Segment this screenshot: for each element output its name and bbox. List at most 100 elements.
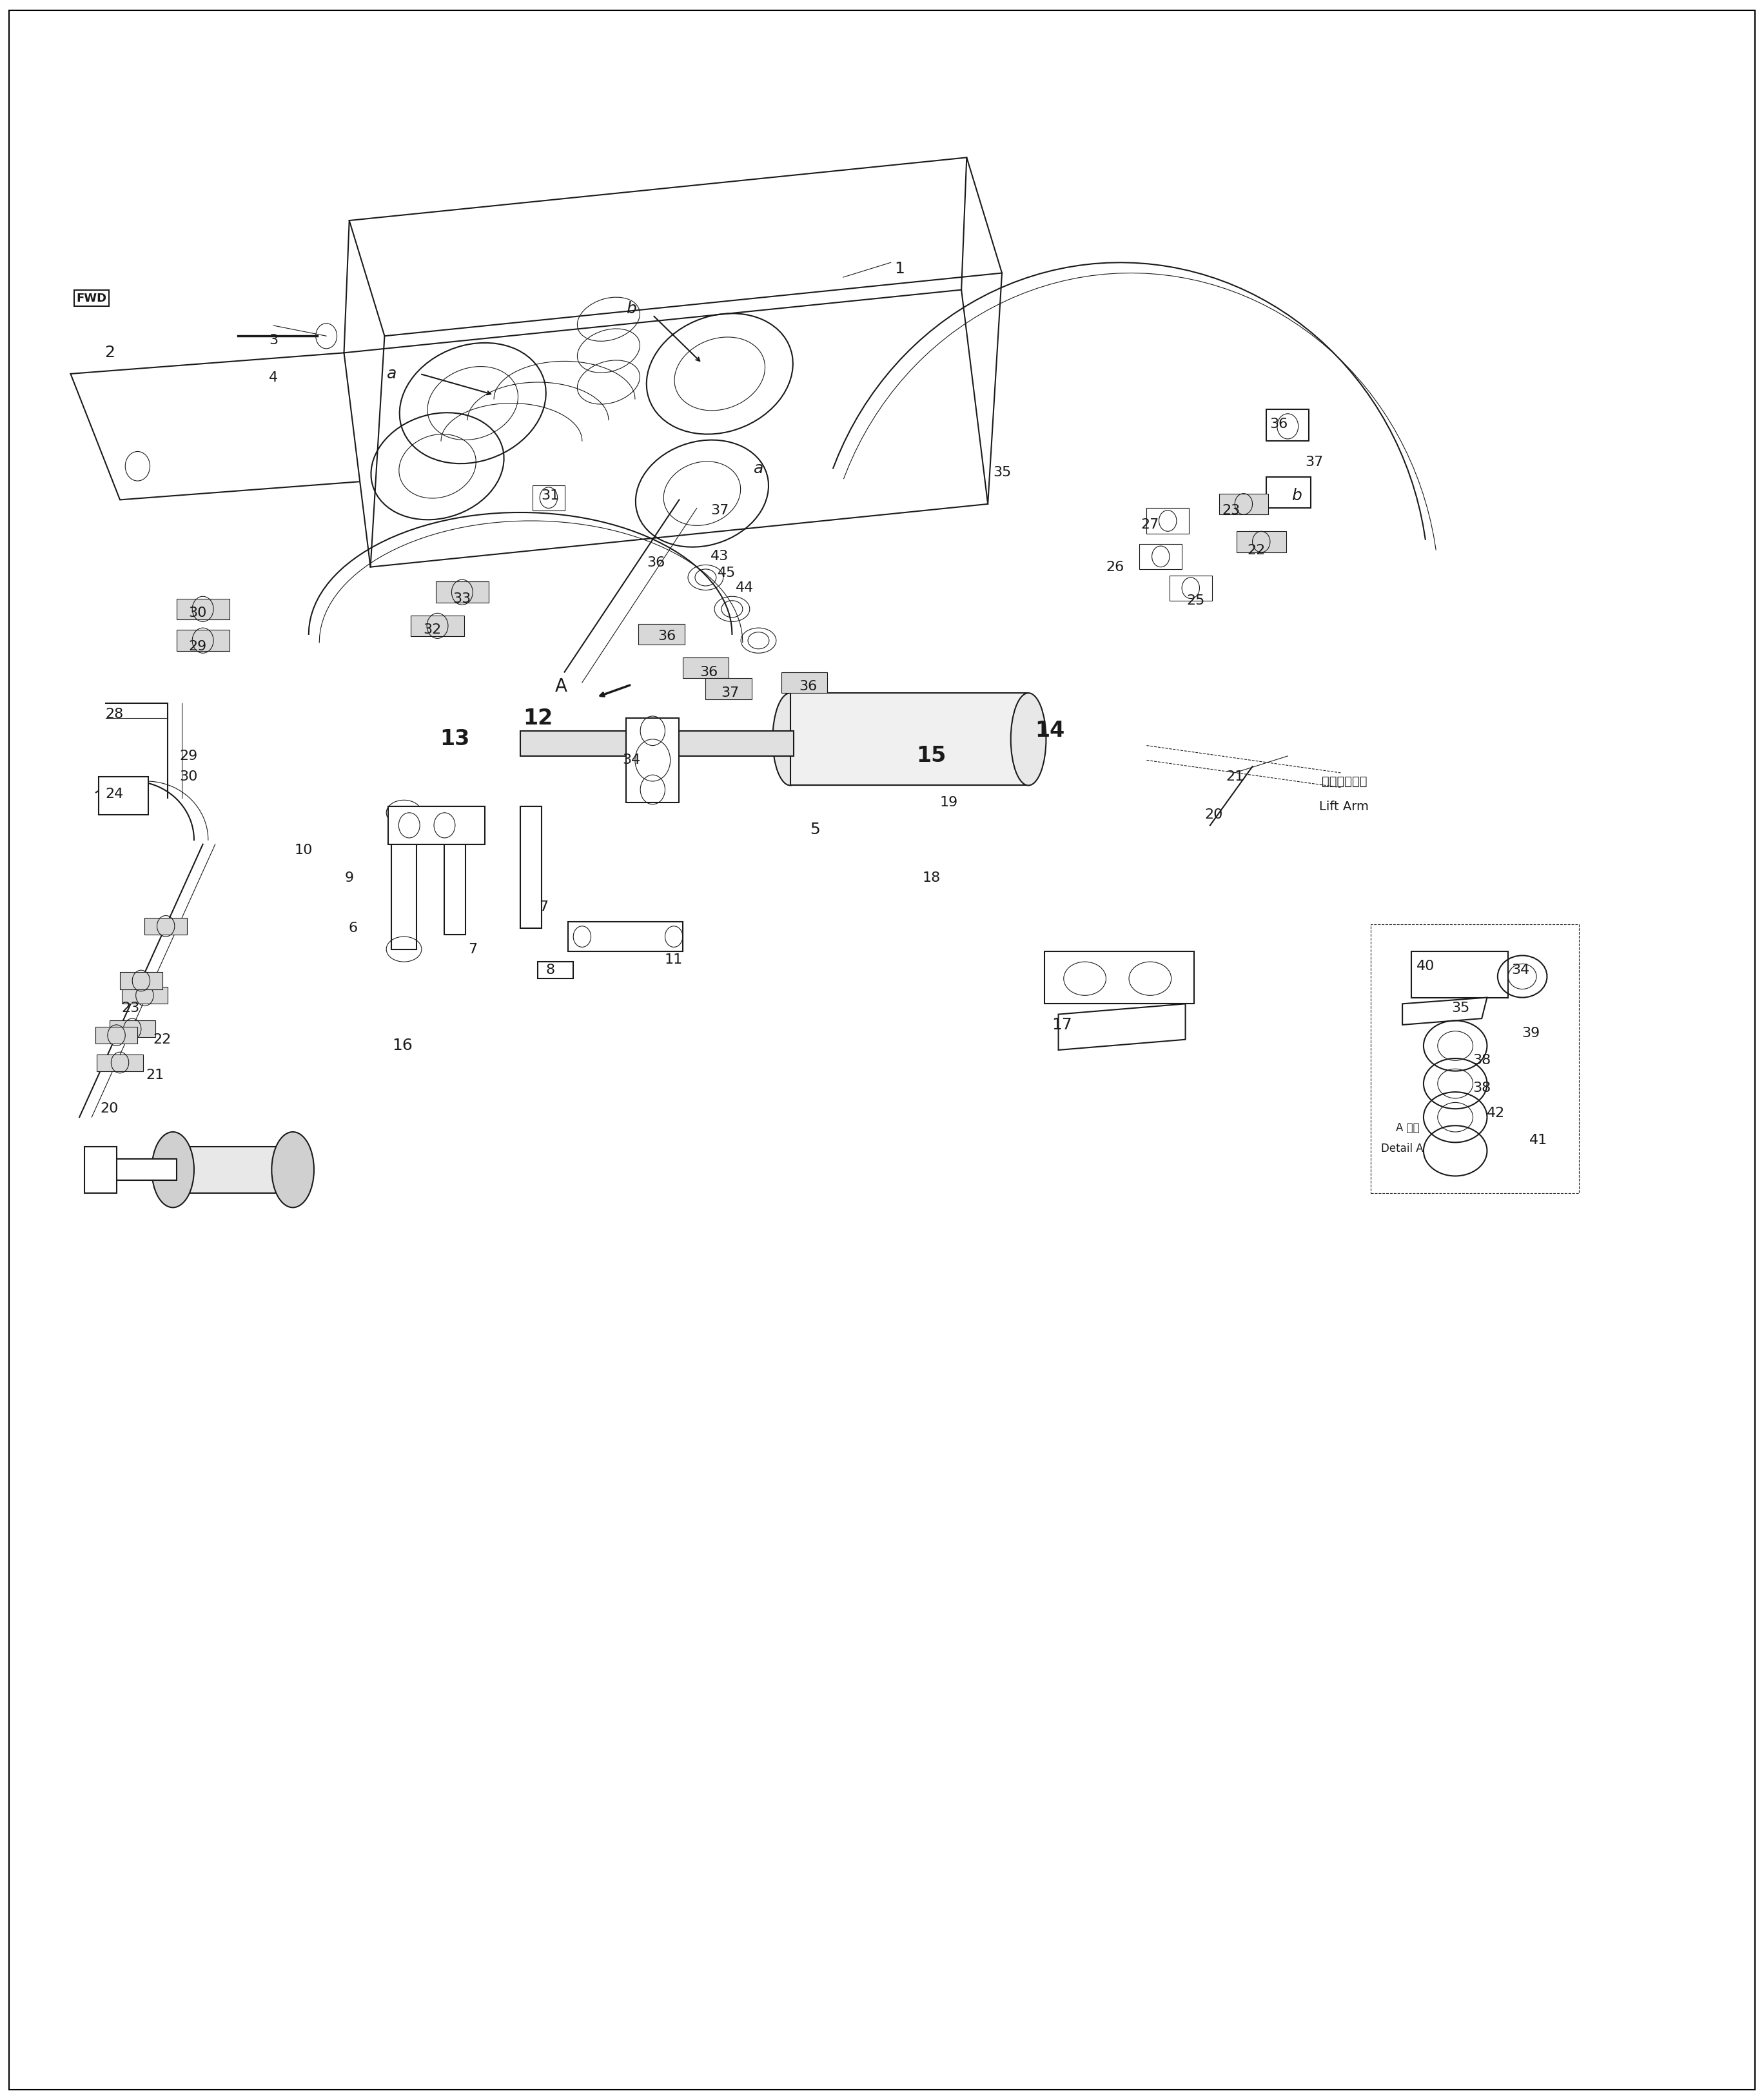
- Bar: [568, 922, 683, 951]
- Text: a: a: [386, 365, 397, 382]
- Text: 35: 35: [993, 466, 1011, 479]
- Text: 11: 11: [665, 953, 683, 966]
- Bar: [1411, 951, 1508, 998]
- Text: 36: 36: [1270, 418, 1288, 430]
- Text: 23: 23: [1222, 504, 1240, 517]
- Text: 17: 17: [1051, 1016, 1073, 1033]
- Text: 3: 3: [268, 334, 279, 347]
- Text: 22: 22: [153, 1033, 171, 1046]
- Bar: [639, 624, 684, 645]
- Text: 32: 32: [423, 624, 441, 636]
- Text: 43: 43: [711, 550, 729, 563]
- Bar: [533, 485, 564, 510]
- Bar: [790, 693, 1028, 785]
- Bar: [520, 731, 794, 756]
- Text: 6: 6: [348, 922, 358, 934]
- Text: 28: 28: [106, 708, 123, 720]
- Text: 25: 25: [1187, 594, 1205, 607]
- Text: 16: 16: [392, 1037, 413, 1054]
- Text: 36: 36: [647, 556, 665, 569]
- Bar: [520, 806, 542, 928]
- Text: 21: 21: [146, 1069, 164, 1082]
- Ellipse shape: [773, 693, 808, 785]
- Bar: [392, 813, 416, 949]
- Text: FWD: FWD: [76, 292, 108, 304]
- Text: A 詳細: A 詳細: [1395, 1121, 1420, 1134]
- Text: 38: 38: [1473, 1082, 1491, 1094]
- Bar: [109, 1021, 155, 1037]
- Text: 29: 29: [180, 750, 198, 762]
- Text: リフトアーム: リフトアーム: [1321, 775, 1367, 788]
- Text: Detail A: Detail A: [1381, 1142, 1424, 1155]
- Text: 42: 42: [1487, 1107, 1505, 1119]
- Ellipse shape: [272, 1132, 314, 1208]
- Text: A: A: [556, 678, 566, 695]
- Text: 37: 37: [711, 504, 729, 517]
- Bar: [781, 672, 827, 693]
- Bar: [95, 1027, 138, 1044]
- Text: 2: 2: [104, 344, 115, 361]
- Text: 37: 37: [1305, 456, 1323, 468]
- Text: 18: 18: [923, 872, 940, 884]
- Text: 1: 1: [894, 260, 905, 277]
- Text: 36: 36: [700, 666, 718, 678]
- Text: b: b: [626, 300, 637, 317]
- Text: 24: 24: [106, 788, 123, 800]
- Text: 41: 41: [1529, 1134, 1547, 1147]
- Bar: [1140, 544, 1182, 569]
- Text: 5: 5: [810, 821, 820, 838]
- Text: 33: 33: [453, 592, 471, 605]
- Text: 9: 9: [344, 872, 355, 884]
- Bar: [173, 1147, 293, 1193]
- Bar: [445, 813, 466, 934]
- Text: 21: 21: [1226, 771, 1244, 783]
- Polygon shape: [1402, 998, 1487, 1025]
- Bar: [176, 598, 229, 620]
- Bar: [683, 657, 729, 678]
- Text: a: a: [753, 460, 764, 477]
- Text: 38: 38: [1473, 1054, 1491, 1067]
- Text: 15: 15: [917, 746, 946, 766]
- Text: b: b: [1291, 487, 1302, 504]
- Bar: [176, 630, 229, 651]
- Text: 20: 20: [101, 1102, 118, 1115]
- Bar: [411, 615, 464, 636]
- Text: 4: 4: [268, 372, 279, 384]
- Bar: [1044, 951, 1194, 1004]
- Text: 30: 30: [189, 607, 206, 620]
- Text: 31: 31: [542, 489, 559, 502]
- Polygon shape: [71, 353, 397, 500]
- Text: 34: 34: [623, 754, 640, 766]
- Bar: [1237, 531, 1286, 552]
- Text: 45: 45: [718, 567, 736, 580]
- Bar: [97, 1054, 143, 1071]
- Bar: [388, 806, 485, 844]
- Text: 23: 23: [122, 1002, 139, 1014]
- Text: 7: 7: [538, 901, 549, 914]
- Text: 27: 27: [1141, 519, 1159, 531]
- Bar: [1267, 477, 1311, 508]
- Ellipse shape: [1011, 693, 1046, 785]
- Bar: [120, 972, 162, 989]
- Bar: [626, 718, 679, 802]
- Text: 22: 22: [1247, 544, 1265, 556]
- Bar: [1147, 508, 1189, 533]
- Text: 34: 34: [1512, 964, 1529, 976]
- Text: Lift Arm: Lift Arm: [1319, 800, 1369, 813]
- Text: 20: 20: [1205, 808, 1222, 821]
- Text: 12: 12: [524, 708, 552, 729]
- Bar: [1219, 494, 1268, 514]
- Bar: [706, 678, 751, 699]
- Ellipse shape: [152, 1132, 194, 1208]
- Polygon shape: [1058, 1004, 1185, 1050]
- Text: 8: 8: [545, 964, 556, 976]
- Text: 36: 36: [799, 680, 817, 693]
- Bar: [1371, 924, 1579, 1193]
- Bar: [85, 1147, 116, 1193]
- Text: 19: 19: [940, 796, 958, 808]
- Bar: [122, 987, 168, 1004]
- Text: 26: 26: [1106, 561, 1124, 573]
- Text: 30: 30: [180, 771, 198, 783]
- Bar: [145, 918, 187, 935]
- Text: 13: 13: [441, 729, 469, 750]
